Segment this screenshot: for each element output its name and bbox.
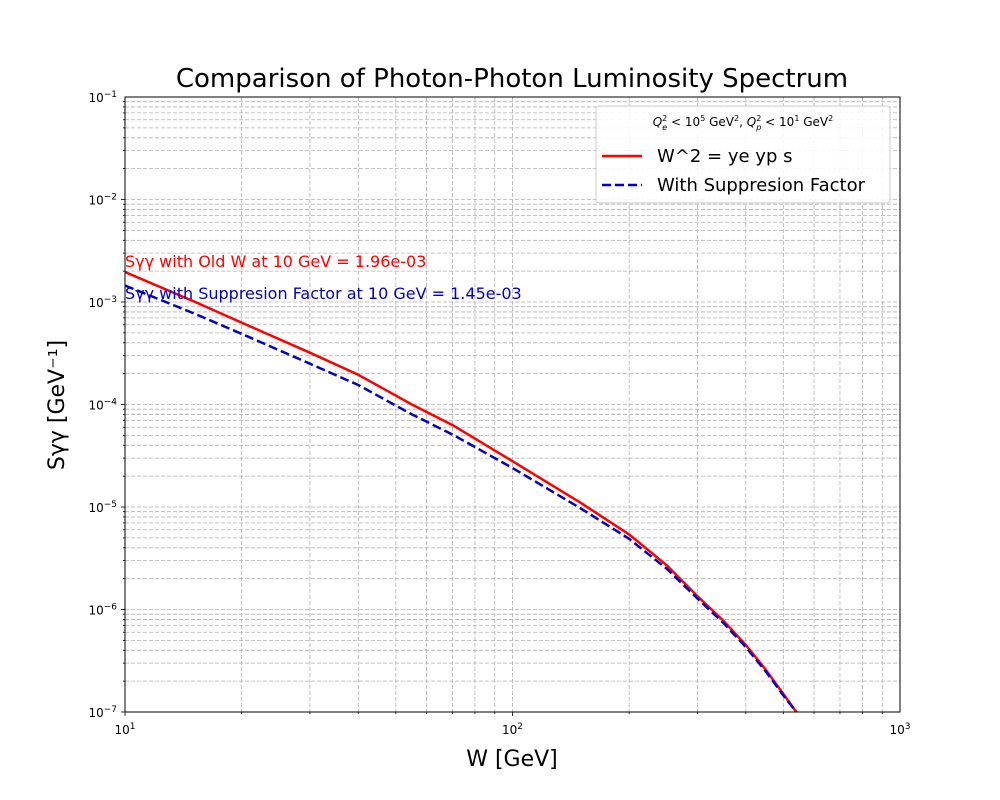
x-tick-label: 101 xyxy=(114,722,135,737)
legend-label-blue: With Suppresion Factor xyxy=(657,175,866,196)
y-tick-label: 10−5 xyxy=(88,500,117,515)
curves xyxy=(124,270,798,713)
legend-title: Qe2 < 105 GeV2, Qp2 < 101 GeV2 xyxy=(653,114,833,132)
x-tick-label: 103 xyxy=(889,722,910,737)
y-tick-label: 10−4 xyxy=(88,398,117,413)
chart-title: Comparison of Photon-Photon Luminosity S… xyxy=(176,64,848,94)
annotation-old-w: Sγγ with Old W at 10 GeV = 1.96e-03 xyxy=(125,252,426,271)
x-axis-label: W [GeV] xyxy=(466,747,558,772)
legend: Qe2 < 105 GeV2, Qp2 < 101 GeV2 W^2 = ye … xyxy=(595,105,891,204)
y-tick-label: 10−2 xyxy=(88,193,117,208)
y-tick-label: 10−6 xyxy=(88,603,117,618)
y-tick-label: 10−3 xyxy=(88,295,117,310)
y-tick-label: 10−7 xyxy=(88,705,117,720)
y-axis-label: Sγγ [GeV⁻¹] xyxy=(45,340,70,470)
x-tick-label: 102 xyxy=(502,722,523,737)
legend-label-red: W^2 = ye yp s xyxy=(657,146,792,167)
ticks: 101 102 103 10−7 10−6 10−5 10−4 10−3 10−2 10−1 xyxy=(88,90,910,737)
annotation-suppression: Sγγ with Suppresion Factor at 10 GeV = 1… xyxy=(125,284,522,303)
legend-box xyxy=(595,105,891,204)
y-tick-label: 10−1 xyxy=(88,90,117,105)
series-line-suppression xyxy=(124,284,798,713)
series-line-old-w xyxy=(124,270,798,713)
